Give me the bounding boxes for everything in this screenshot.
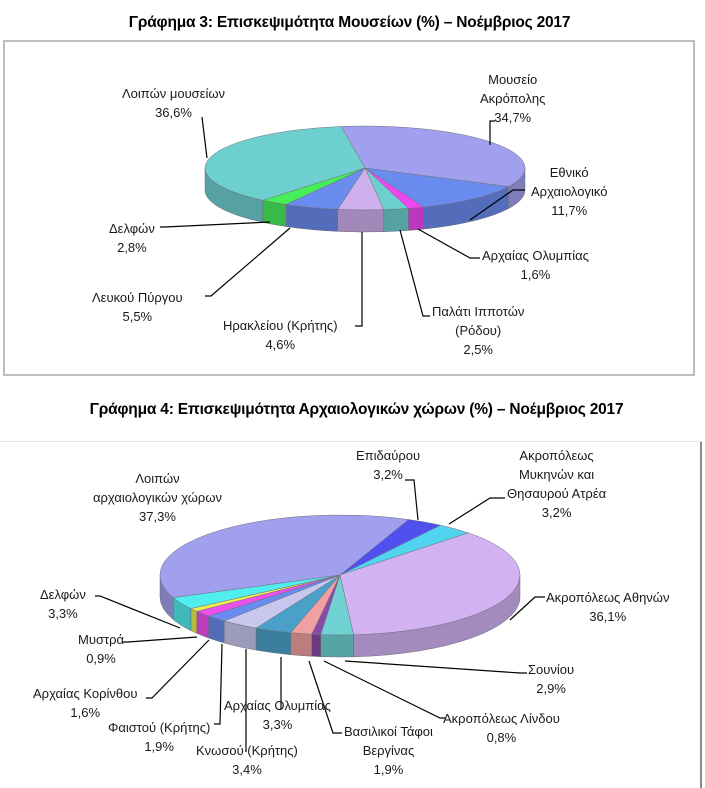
chart-4-frame-right: [700, 442, 702, 788]
label-loipon-mouseion: Λοιπών μουσείων 36,6%: [122, 86, 226, 120]
label-loipon-archaiologikon: Λοιπών αρχαιολογικών χώρων 37,3%: [93, 471, 222, 524]
label-lefkou-pyrgou: Λευκού Πύργου 5,5%: [92, 290, 183, 324]
leader-line: [509, 596, 545, 621]
chart-3-pie: [204, 125, 526, 233]
pie-slice-side: [408, 206, 424, 231]
label-archaias-olympias-site: Αρχαίας Ολυμπίας 3,3%: [224, 698, 331, 732]
leader-line: [448, 497, 505, 525]
leader-line: [417, 228, 480, 259]
pie-slice-side: [320, 634, 354, 658]
pie-slice-side: [311, 633, 321, 657]
label-faistou: Φαιστού (Κρήτης) 1,9%: [108, 720, 211, 754]
leader-line: [344, 660, 527, 674]
label-palati-ippoton: Παλάτι Ιπποτών (Ρόδου) 2,5%: [432, 304, 525, 357]
label-lindou: Ακροπόλεως Λίνδου 0,8%: [443, 711, 560, 745]
leader-line: [146, 639, 210, 699]
label-korinthou: Αρχαίας Κορίνθου 1,6%: [33, 686, 138, 720]
leader-line: [323, 660, 445, 719]
leader-line: [205, 227, 291, 297]
pie-slice-side: [290, 632, 312, 657]
pie-slice-top: [339, 532, 521, 636]
label-epidavrou: Επιδαύρου 3,2%: [356, 448, 421, 482]
leader-line: [95, 595, 181, 629]
pie-slice-top: [340, 125, 526, 187]
pie-slice-side: [190, 608, 198, 634]
label-archaias-olympias-museum: Αρχαίας Ολυμπίας 1,6%: [482, 248, 589, 282]
leader-line: [214, 643, 223, 725]
leader-line: [201, 116, 208, 159]
label-knossou: Κνωσού (Κρήτης) 3,4%: [196, 743, 298, 777]
pie-slice-top: [204, 126, 366, 201]
label-souniou: Σουνίου 2,9%: [528, 662, 575, 696]
chart-3-frame: [3, 40, 695, 376]
leader-line: [399, 229, 430, 317]
leader-lines: [95, 116, 545, 752]
leader-line: [123, 636, 198, 643]
leader-line: [355, 232, 363, 327]
leader-line: [160, 221, 271, 228]
leader-line: [308, 660, 342, 734]
label-mouseio-akropolis: Μουσείο Ακρόπολης 34,7%: [480, 72, 546, 125]
label-akropoleos-athinon: Ακροπόλεως Αθηνών 36,1%: [546, 590, 670, 624]
chart-4-frame-top: [0, 441, 702, 442]
label-delfon-site: Δελφών 3,3%: [40, 587, 86, 621]
pie-slice-top: [159, 514, 410, 598]
chart-4-pie: [159, 514, 521, 658]
label-delfon-museum: Δελφών 2,8%: [109, 221, 155, 255]
label-verginas: Βασιλικοί Τάφοι Βεργίνας 1,9%: [344, 724, 433, 777]
pie-slice-side: [383, 208, 409, 232]
label-ethniko-archaiologiko: Εθνικό Αρχαιολογικό 11,7%: [531, 165, 608, 218]
label-mystra: Μυστρά 0,9%: [78, 632, 125, 666]
leader-line: [469, 189, 525, 221]
label-mykinon: Ακροπόλεως Μυκηνών και Θησαυρού Ατρέα 3,2%: [507, 448, 607, 520]
pie-slice-side: [337, 209, 385, 233]
leader-line: [405, 479, 419, 521]
chart-4-title: Γράφημα 4: Επισκεψιμότητα Αρχαιολογικών …: [89, 401, 624, 418]
leader-line: [489, 120, 495, 145]
pie-slice-top: [364, 167, 510, 208]
chart-3-title: Γράφημα 3: Επισκεψιμότητα Μουσείων (%) –…: [128, 14, 571, 31]
label-irakleiou: Ηρακλείου (Κρήτης) 4,6%: [223, 318, 338, 352]
